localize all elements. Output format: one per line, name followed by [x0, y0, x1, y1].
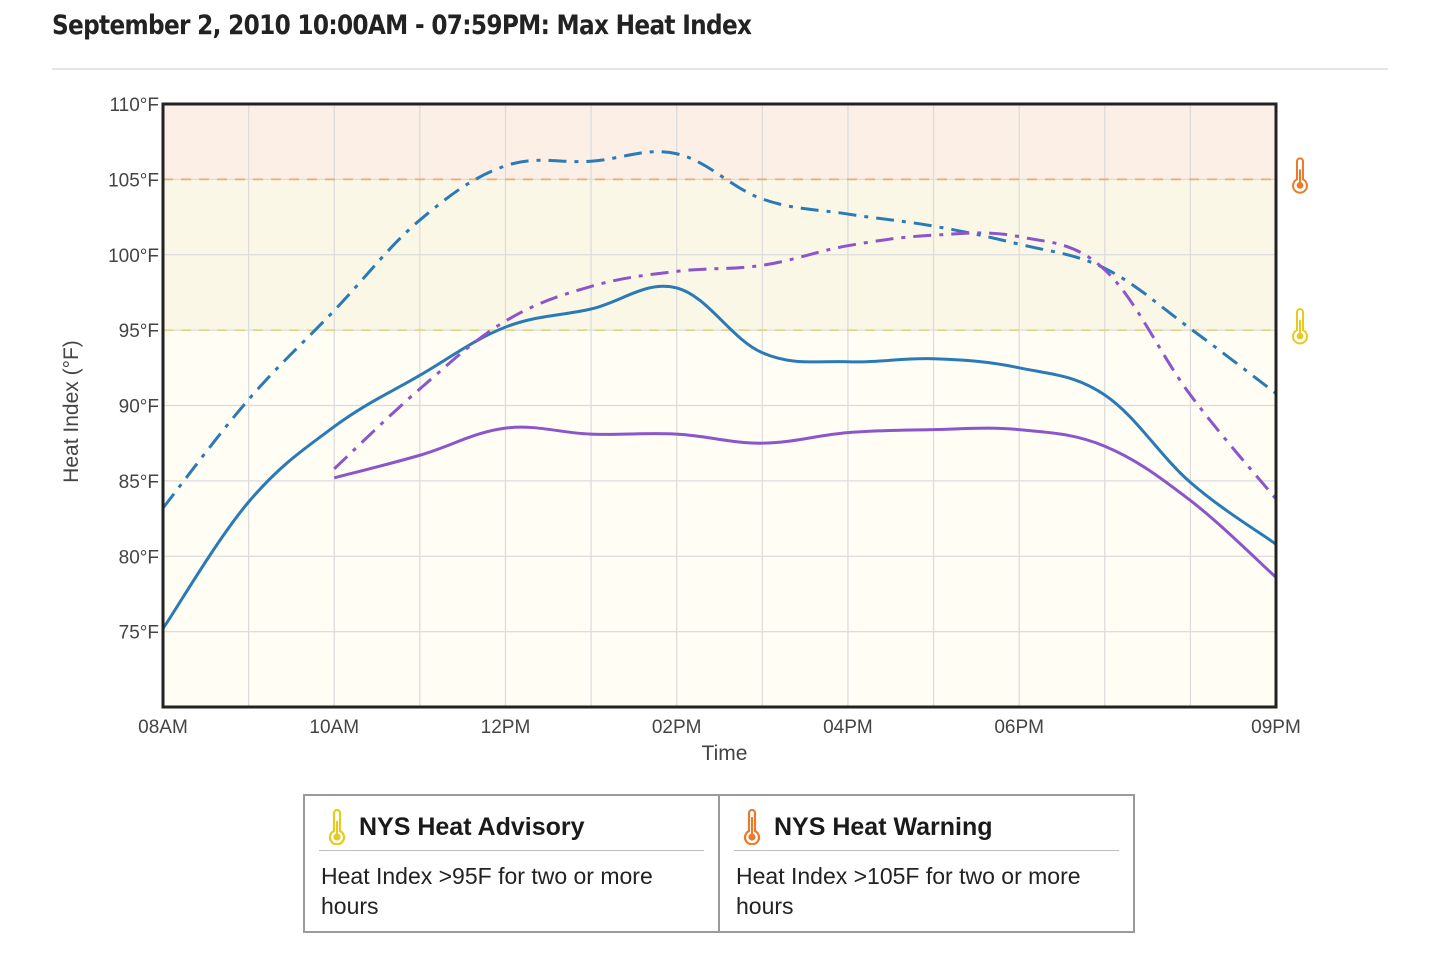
page-title: September 2, 2010 10:00AM - 07:59PM: Max… — [52, 10, 752, 41]
y-tick-label: 75°F — [119, 623, 159, 644]
legend: NYS Heat Advisory Heat Index >95F for tw… — [303, 794, 1135, 933]
y-tick-label: 90°F — [119, 397, 159, 418]
x-tick-label: 02PM — [652, 717, 702, 738]
x-tick-label: 09PM — [1251, 717, 1301, 738]
legend-title-advisory: NYS Heat Advisory — [359, 812, 585, 841]
y-tick-label: 100°F — [108, 246, 159, 267]
threshold-icons — [1292, 157, 1308, 345]
y-tick-label: 85°F — [119, 472, 159, 493]
legend-card-warning: NYS Heat Warning Heat Index >105F for tw… — [720, 794, 1135, 933]
y-tick-labels: 75°F 80°F 85°F 90°F 95°F 100°F 105°F 110°F — [108, 95, 159, 644]
x-tick-label: 06PM — [994, 717, 1044, 738]
y-tick-label: 80°F — [119, 547, 159, 568]
x-tick-label: 08AM — [138, 717, 188, 738]
thermometer-yellow-icon — [1292, 308, 1308, 345]
y-tick-label: 95°F — [119, 321, 159, 342]
series-line-3 — [333, 231, 1278, 500]
legend-description-advisory: Heat Index >95F for two or more hours — [321, 863, 653, 919]
plot-frame — [161, 102, 1278, 709]
legend-card-advisory: NYS Heat Advisory Heat Index >95F for tw… — [303, 794, 720, 933]
band-1 — [163, 104, 1276, 180]
x-axis-label: Time — [702, 742, 748, 765]
threshold-lines — [163, 178, 1276, 332]
series-line-0 — [161, 284, 1277, 630]
x-tick-label: 10AM — [309, 717, 359, 738]
x-tick-labels: 08AM 10AM 12PM 02PM 04PM 06PM 09PM — [138, 717, 1301, 738]
y-axis-label: Heat Index (°F) — [60, 340, 83, 483]
y-tick-label: 105°F — [108, 170, 159, 191]
x-tick-label: 12PM — [481, 717, 531, 738]
legend-description-warning: Heat Index >105F for two or more hours — [736, 863, 1081, 919]
heat-index-chart: 75°F 80°F 85°F 90°F 95°F 100°F 105°F 110°F 08AM… — [60, 95, 1308, 765]
title-divider — [52, 68, 1388, 70]
x-tick-label: 04PM — [823, 717, 873, 738]
y-tick-label: 110°F — [110, 95, 160, 116]
series-line-1 — [333, 425, 1278, 579]
grid-lines — [163, 104, 1276, 707]
series-lines — [161, 150, 1278, 630]
thermometer-yellow-icon — [319, 809, 359, 845]
legend-title-warning: NYS Heat Warning — [774, 812, 993, 841]
thermometer-orange-icon — [734, 809, 774, 845]
thermometer-orange-icon — [1292, 157, 1308, 194]
